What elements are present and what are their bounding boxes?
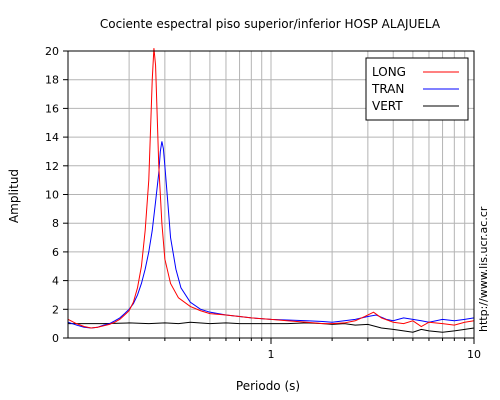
chart-title: Cociente espectral piso superior/inferio… <box>100 17 441 31</box>
y-tick-label: 0 <box>52 332 59 345</box>
legend-label-long: LONG <box>372 65 406 79</box>
legend: LONG TRAN VERT <box>365 57 469 121</box>
legend-label-tran: TRAN <box>371 82 404 96</box>
y-tick-label: 10 <box>45 189 59 202</box>
series-line-long <box>67 48 475 329</box>
y-axis: 0 2 4 6 8 10 12 14 16 18 20 <box>45 45 68 345</box>
legend-label-vert: VERT <box>372 99 403 113</box>
y-tick-label: 20 <box>45 45 59 58</box>
x-axis: 1 10 <box>128 338 481 361</box>
series-line-tran <box>67 141 475 329</box>
y-tick-label: 18 <box>45 74 59 87</box>
y-axis-label: Amplitud <box>7 169 21 223</box>
y-tick-label: 12 <box>45 160 59 173</box>
source-url: http://www.lis.ucr.ac.cr <box>477 206 490 332</box>
y-tick-label: 6 <box>52 246 59 259</box>
x-tick-label: 10 <box>467 348 481 361</box>
y-tick-label: 4 <box>52 275 59 288</box>
x-axis-label: Periodo (s) <box>236 379 300 393</box>
y-tick-label: 8 <box>52 217 59 230</box>
y-tick-label: 14 <box>45 131 59 144</box>
y-tick-label: 16 <box>45 102 59 115</box>
y-tick-label: 2 <box>52 303 59 316</box>
x-tick-label: 1 <box>268 348 275 361</box>
series-layer <box>67 48 475 333</box>
